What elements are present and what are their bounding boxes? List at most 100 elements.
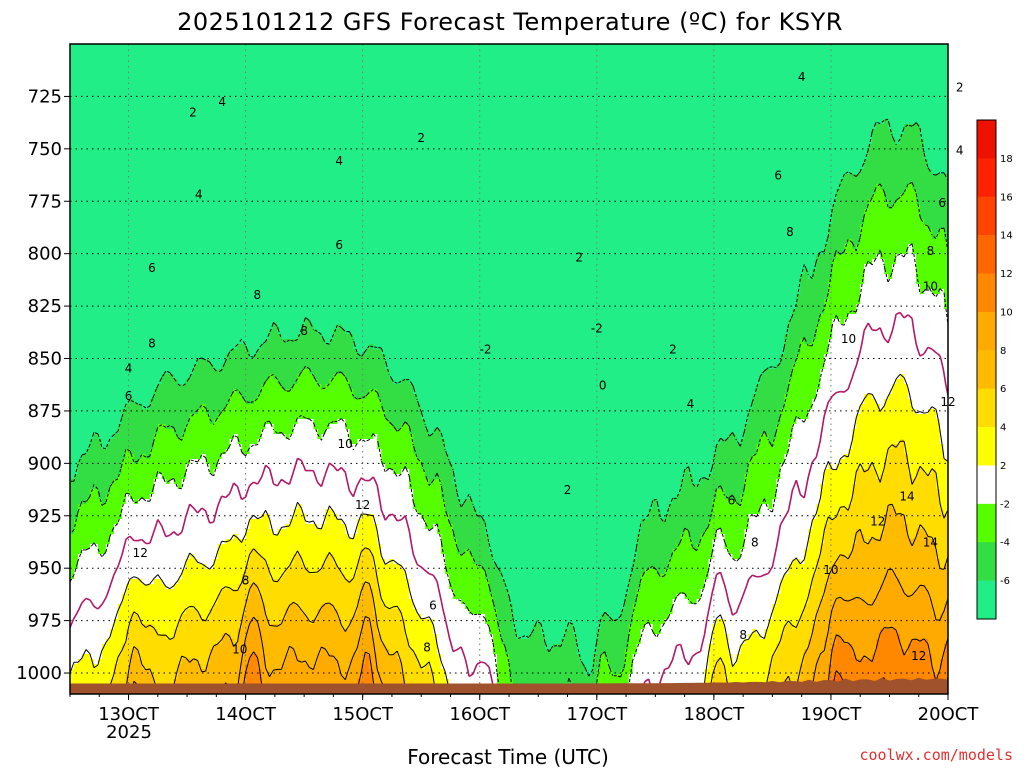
temperature-cell xyxy=(349,54,354,60)
temperature-cell xyxy=(237,79,243,85)
temperature-cell xyxy=(796,149,801,155)
temperature-cell xyxy=(548,144,554,150)
temperature-cell xyxy=(405,144,410,150)
temperature-cell xyxy=(552,139,558,145)
temperature-cell xyxy=(944,129,948,135)
temperature-cell xyxy=(353,114,358,120)
temperature-cell xyxy=(465,54,470,60)
temperature-cell xyxy=(89,139,95,145)
temperature-cell xyxy=(776,99,781,105)
temperature-cell xyxy=(692,104,698,110)
temperature-cell xyxy=(936,99,941,105)
temperature-cell xyxy=(812,124,817,130)
temperature-cell xyxy=(660,49,666,55)
temperature-cell xyxy=(848,124,853,130)
temperature-cell xyxy=(544,64,550,70)
temperature-cell xyxy=(524,144,530,150)
temperature-cell xyxy=(145,139,151,145)
temperature-cell xyxy=(133,149,139,155)
temperature-cell xyxy=(129,59,135,65)
temperature-cell xyxy=(644,84,650,90)
temperature-cell xyxy=(560,49,566,55)
temperature-cell xyxy=(97,44,103,50)
temperature-cell xyxy=(724,144,730,150)
temperature-cell xyxy=(473,74,478,80)
temperature-cell xyxy=(125,154,131,160)
temperature-cell xyxy=(269,129,275,135)
temperature-cell xyxy=(497,64,502,70)
temperature-cell xyxy=(405,94,410,100)
temperature-cell xyxy=(353,104,358,110)
temperature-cell xyxy=(824,129,829,135)
temperature-cell xyxy=(81,99,87,105)
temperature-cell xyxy=(820,119,825,125)
temperature-cell xyxy=(73,74,79,80)
temperature-cell xyxy=(373,144,378,150)
temperature-cell xyxy=(161,134,167,140)
temperature-cell xyxy=(680,124,686,130)
temperature-cell xyxy=(185,84,191,90)
temperature-cell xyxy=(692,139,698,145)
temperature-cell xyxy=(740,99,746,105)
temperature-cell xyxy=(776,64,781,70)
temperature-cell xyxy=(329,119,334,125)
temperature-cell xyxy=(161,64,167,70)
temperature-cell xyxy=(784,129,789,135)
temperature-cell xyxy=(433,59,438,65)
temperature-cell xyxy=(505,129,510,135)
temperature-cell xyxy=(860,119,865,125)
temperature-cell xyxy=(532,109,538,115)
temperature-cell xyxy=(401,109,406,115)
temperature-cell xyxy=(349,49,354,55)
temperature-cell xyxy=(524,44,530,50)
temperature-cell xyxy=(536,69,542,75)
temperature-cell xyxy=(165,49,171,55)
temperature-cell xyxy=(281,134,287,140)
temperature-cell xyxy=(928,139,933,145)
temperature-cell xyxy=(377,129,382,135)
temperature-cell xyxy=(345,99,350,105)
temperature-cell xyxy=(409,54,414,60)
temperature-cell xyxy=(101,129,107,135)
temperature-cell xyxy=(377,124,382,130)
temperature-cell xyxy=(820,99,825,105)
temperature-cell xyxy=(149,94,155,100)
temperature-cell xyxy=(405,134,410,140)
temperature-cell xyxy=(816,59,821,65)
temperature-cell xyxy=(564,49,570,55)
temperature-cell xyxy=(85,104,91,110)
temperature-cell xyxy=(237,149,243,155)
temperature-cell xyxy=(536,139,542,145)
temperature-cell xyxy=(512,64,518,70)
temperature-cell xyxy=(121,134,127,140)
temperature-cell xyxy=(241,64,247,70)
temperature-cell xyxy=(584,154,590,160)
temperature-cell xyxy=(497,104,502,110)
temperature-cell xyxy=(552,99,558,105)
temperature-cell xyxy=(153,64,159,70)
temperature-cell xyxy=(341,44,346,50)
temperature-cell xyxy=(832,114,837,120)
temperature-cell xyxy=(880,59,885,65)
temperature-cell xyxy=(421,54,426,60)
temperature-cell xyxy=(732,54,738,60)
temperature-cell xyxy=(377,139,382,145)
temperature-cell xyxy=(604,119,610,125)
temperature-cell xyxy=(600,79,606,85)
temperature-cell xyxy=(317,149,323,155)
temperature-cell xyxy=(313,64,319,70)
temperature-cell xyxy=(924,69,929,75)
temperature-cell xyxy=(465,89,470,95)
temperature-cell xyxy=(872,59,877,65)
temperature-cell xyxy=(580,74,586,80)
temperature-cell xyxy=(596,149,602,155)
temperature-cell xyxy=(748,124,754,130)
temperature-cell xyxy=(856,49,861,55)
temperature-cell xyxy=(744,49,750,55)
temperature-cell xyxy=(253,114,259,120)
temperature-cell xyxy=(612,54,618,60)
temperature-cell xyxy=(832,84,837,90)
temperature-cell xyxy=(417,129,422,135)
temperature-cell xyxy=(77,124,83,130)
temperature-cell xyxy=(237,89,243,95)
